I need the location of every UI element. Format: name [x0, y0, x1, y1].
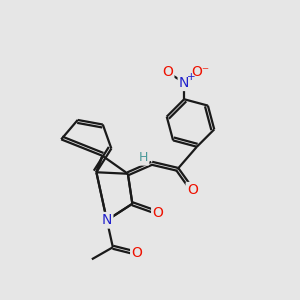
Text: +: + — [187, 72, 196, 82]
Text: O: O — [187, 183, 198, 197]
Text: N: N — [179, 76, 189, 90]
Text: N: N — [102, 213, 112, 227]
Text: H: H — [139, 152, 148, 164]
Text: O: O — [162, 65, 173, 79]
Text: O: O — [131, 246, 142, 260]
Text: O⁻: O⁻ — [191, 65, 210, 79]
Text: O: O — [152, 206, 163, 220]
